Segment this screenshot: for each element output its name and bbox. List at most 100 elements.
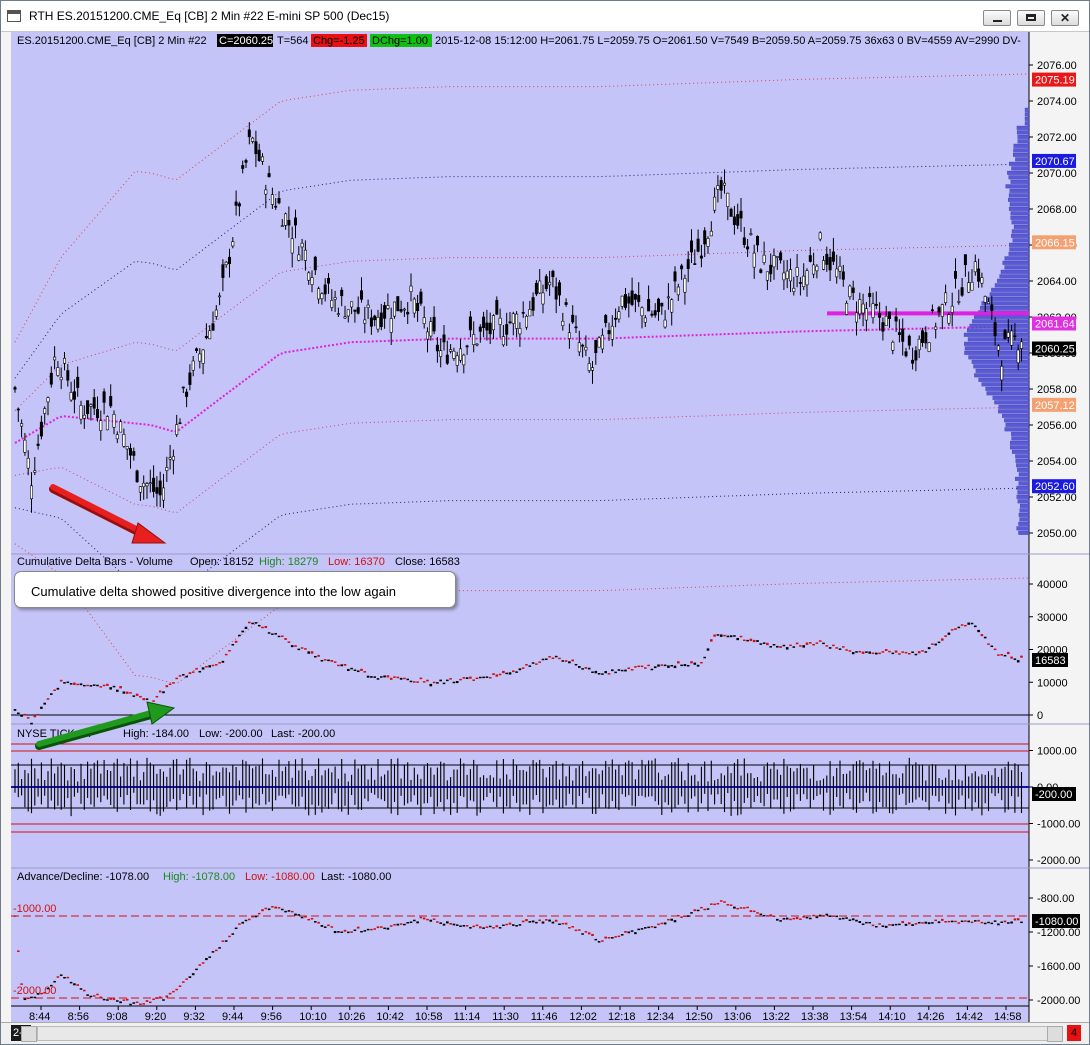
price-bar-body	[326, 277, 330, 284]
price-bar-body	[435, 344, 439, 352]
profile-bar	[1017, 499, 1030, 504]
price-bar-body	[861, 303, 865, 314]
profile-bar	[964, 350, 1030, 355]
price-bar-body	[317, 288, 321, 300]
delta-bar	[254, 622, 258, 624]
horizontal-scrollbar[interactable]	[37, 1026, 1049, 1041]
ad-bar	[139, 1003, 142, 1006]
ad-bar	[601, 940, 604, 942]
price-bar-body	[554, 286, 558, 300]
ad-bar	[970, 921, 974, 924]
time-axis: 8:44 8:56 9:08 9:20 9:32 9:44 9:56 10:10 10:26 10…	[11, 1005, 1029, 1022]
price-bar-body	[990, 304, 994, 311]
price-bar-body	[409, 285, 413, 293]
price-bar-body	[406, 311, 410, 315]
price-bar-body	[39, 421, 43, 437]
profile-bar	[972, 319, 1030, 324]
delta-bar	[125, 691, 129, 694]
scroll-left-button[interactable]	[21, 1026, 37, 1042]
delta-bar	[201, 667, 205, 670]
ad-bar	[574, 929, 578, 932]
ad-bar	[251, 915, 254, 918]
delta-bar	[172, 682, 175, 684]
delta-bar	[644, 667, 647, 669]
delta-bar	[145, 698, 149, 700]
price-bar-body	[607, 330, 611, 335]
delta-bar	[419, 677, 423, 680]
price-bar-body	[561, 320, 565, 327]
price-bar-body	[686, 259, 690, 269]
delta-bar	[686, 664, 690, 667]
ad-bar	[515, 925, 518, 927]
price-bar-body	[402, 308, 406, 311]
price-bar-body	[742, 237, 746, 246]
price-bar-body	[29, 485, 33, 500]
scroll-right-button[interactable]	[1047, 1026, 1063, 1042]
ad-bar	[861, 923, 865, 926]
price-bar-body	[590, 367, 594, 371]
price-bar-body	[614, 317, 618, 320]
minimize-button[interactable]	[983, 10, 1011, 26]
delta-bar	[805, 642, 809, 645]
maximize-button[interactable]	[1017, 10, 1045, 26]
ad-bar	[1020, 921, 1023, 924]
close-button[interactable]: ✕	[1051, 10, 1079, 26]
alert-count-badge[interactable]: 4	[1067, 1025, 1081, 1041]
ad-bar	[686, 915, 690, 917]
price-bar-body	[812, 264, 816, 275]
ad-bar	[330, 926, 334, 928]
price-bar-body	[237, 203, 241, 207]
delta-bar	[818, 640, 822, 642]
header-change-badge: Chg=-1.25	[313, 35, 365, 47]
delta-bar	[1007, 651, 1010, 655]
price-bar-body	[930, 309, 934, 312]
ad-bar	[752, 910, 756, 913]
delta-bar	[178, 675, 182, 677]
ad-bar	[875, 925, 878, 928]
price-bar-body	[769, 264, 773, 275]
title-bar[interactable]: RTH ES.20151200.CME_Eq [CB] 2 Min #22 E-…	[1, 1, 1089, 32]
price-bar-body	[703, 230, 707, 245]
delta-bar	[752, 639, 756, 643]
ad-bar	[337, 931, 340, 933]
delta-bar	[964, 624, 967, 627]
ad-high: High: -1078.00	[163, 871, 235, 883]
time-axis-label: 9:56	[261, 1011, 282, 1022]
delta-bar	[736, 637, 739, 641]
delta-bar	[848, 650, 852, 652]
close-icon: ✕	[1060, 11, 1071, 25]
delta-bar	[1013, 658, 1017, 660]
ad-bar	[129, 1003, 132, 1006]
delta-bar	[528, 665, 532, 667]
price-bar-body	[1003, 329, 1007, 340]
ad-axis: -800.00 -1200.00 -1600.00 -2000.00	[1029, 893, 1080, 1007]
ad-bar	[799, 918, 802, 920]
price-bar-body	[749, 233, 753, 235]
profile-bar	[980, 305, 1030, 310]
delta-bar	[871, 652, 875, 655]
status-bar: 2-8 4	[1, 1022, 1089, 1043]
ad-bar	[99, 996, 103, 999]
price-bar-body	[122, 434, 126, 447]
profile-bar	[1015, 458, 1030, 463]
annotation-callout[interactable]: Cumulative delta showed positive diverge…	[14, 571, 456, 608]
delta-bar	[373, 676, 376, 678]
delta-bar	[607, 673, 611, 675]
ad-bar	[921, 922, 924, 924]
price-bar-body	[62, 357, 66, 364]
price-badge: 2070.67	[1035, 156, 1075, 168]
price-bar-body	[620, 295, 624, 307]
delta-bar	[465, 677, 469, 680]
delta-bar	[40, 706, 43, 709]
price-bar-body	[214, 309, 218, 317]
tick-low: Low: -200.00	[199, 728, 263, 740]
price-bar-body	[109, 396, 113, 407]
chart-area[interactable]: ES.20151200.CME_Eq [CB] 2 Min #22 C=2060…	[1, 32, 1089, 1022]
delta-bar	[436, 682, 439, 684]
price-axis-label: 2074.00	[1037, 96, 1077, 108]
delta-bar	[13, 709, 17, 711]
price-bar-body	[343, 316, 347, 319]
delta-bar	[789, 644, 792, 647]
profile-bar	[1011, 229, 1030, 234]
price-bar-body	[356, 307, 360, 314]
